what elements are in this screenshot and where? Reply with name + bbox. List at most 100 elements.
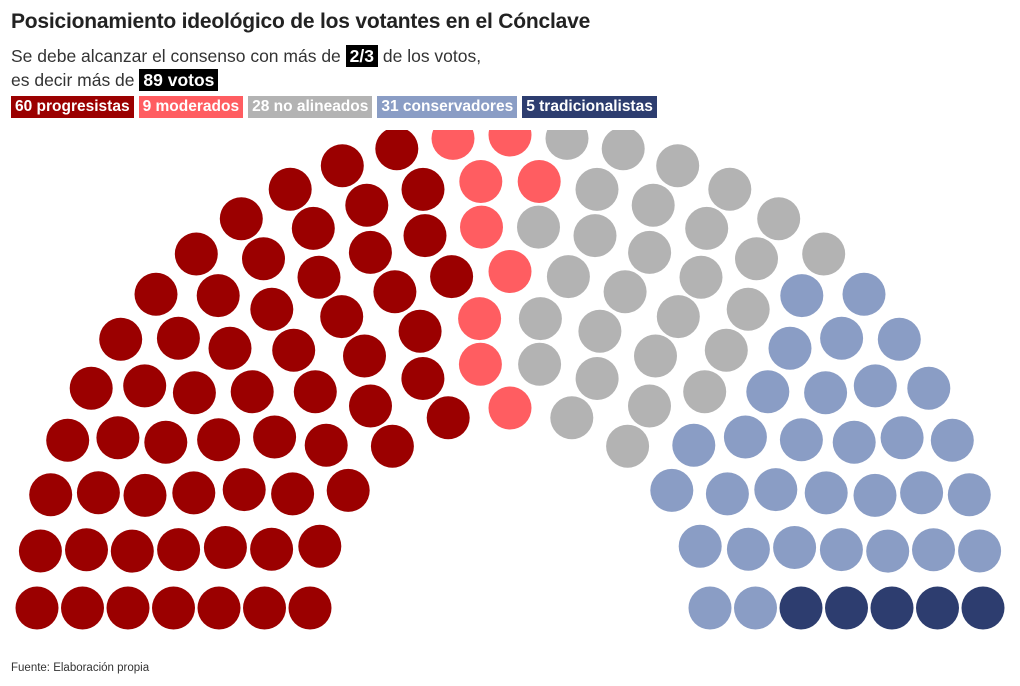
- seat-moderados: [431, 130, 475, 160]
- seat-conservadores: [947, 473, 991, 517]
- seat-progresistas: [76, 471, 120, 515]
- seat-no-alineados: [517, 205, 560, 249]
- seat-conservadores: [804, 371, 848, 415]
- chart-title: Posicionamiento ideológico de los votant…: [11, 10, 591, 33]
- seat-progresistas: [172, 471, 216, 515]
- seat-moderados: [517, 160, 561, 203]
- seat-progresistas: [96, 416, 140, 460]
- source-note: Fuente: Elaboración propia: [11, 662, 150, 674]
- seat-conservadores: [705, 472, 749, 516]
- seat-no-alineados: [757, 197, 801, 241]
- subtitle-text: Se debe alcanzar el consenso con más de: [11, 46, 341, 66]
- seat-progresistas: [196, 274, 240, 318]
- seat-progresistas: [401, 357, 445, 400]
- seat-no-alineados: [601, 130, 645, 171]
- seat-progresistas: [106, 586, 150, 630]
- seat-no-alineados: [578, 309, 622, 353]
- seat-progresistas: [123, 364, 167, 408]
- seat-progresistas: [401, 167, 445, 211]
- seat-no-alineados: [545, 130, 589, 160]
- seat-progresistas: [373, 270, 417, 314]
- seat-no-alineados: [685, 206, 729, 250]
- seat-progresistas: [243, 586, 286, 630]
- seat-conservadores: [819, 528, 863, 572]
- seat-progresistas: [398, 309, 442, 353]
- threshold-votes-badge: 89 votos: [139, 69, 219, 91]
- seat-conservadores: [832, 420, 876, 464]
- seat-conservadores: [723, 415, 767, 459]
- legend-item-moderados: 9 moderados: [138, 96, 244, 118]
- seat-conservadores: [672, 423, 716, 467]
- subtitle-text: de los votos,: [382, 46, 482, 66]
- seat-moderados: [488, 386, 532, 430]
- seat-no-alineados: [631, 183, 675, 227]
- seat-conservadores: [958, 529, 1002, 573]
- seat-no-alineados: [606, 424, 650, 468]
- seat-tradicionalistas: [916, 586, 959, 630]
- seat-moderados: [459, 160, 503, 203]
- seat-conservadores: [853, 364, 897, 408]
- seat-progresistas: [326, 468, 370, 512]
- seat-progresistas: [18, 529, 62, 573]
- seat-moderados: [488, 250, 532, 293]
- seat-progresistas: [293, 370, 337, 414]
- seat-no-alineados: [603, 270, 647, 314]
- seat-conservadores: [678, 524, 722, 568]
- seat-progresistas: [29, 473, 73, 517]
- seat-progresistas: [144, 420, 188, 464]
- seat-conservadores: [726, 527, 770, 571]
- seat-progresistas: [430, 255, 474, 299]
- seat-conservadores: [880, 416, 924, 460]
- seat-conservadores: [853, 473, 897, 517]
- seat-progresistas: [172, 371, 216, 415]
- parliament-chart: [15, 130, 1005, 630]
- seat-progresistas: [222, 468, 266, 512]
- seat-progresistas: [46, 418, 90, 462]
- seat-no-alineados: [550, 396, 594, 440]
- seat-no-alineados: [708, 167, 752, 211]
- seat-conservadores: [804, 471, 848, 515]
- seat-conservadores: [688, 586, 732, 630]
- seat-progresistas: [174, 232, 218, 276]
- seat-progresistas: [345, 183, 389, 227]
- subtitle-line-2: es decir más de 89 votos: [11, 68, 219, 92]
- seat-conservadores: [779, 418, 823, 462]
- seat-conservadores: [930, 418, 974, 462]
- subtitle-text: es decir más de: [11, 70, 135, 90]
- seat-progresistas: [288, 586, 332, 630]
- legend-item-conservadores: 31 conservadores: [377, 96, 518, 118]
- seat-progresistas: [69, 366, 113, 410]
- seat-no-alineados: [573, 214, 617, 258]
- seat-no-alineados: [634, 334, 677, 378]
- seat-progresistas: [297, 255, 341, 299]
- seat-progresistas: [61, 586, 104, 630]
- seat-progresistas: [272, 328, 316, 372]
- seat-progresistas: [320, 295, 364, 339]
- seat-progresistas: [348, 230, 392, 274]
- seat-progresistas: [123, 473, 167, 517]
- seat-progresistas: [253, 415, 297, 459]
- seat-no-alineados: [656, 144, 700, 188]
- seat-no-alineados: [735, 237, 778, 281]
- seat-conservadores: [734, 586, 777, 630]
- seat-no-alineados: [546, 255, 590, 299]
- seat-progresistas: [250, 287, 294, 331]
- threshold-fraction-badge: 2/3: [345, 45, 378, 67]
- seat-conservadores: [754, 468, 798, 512]
- seat-no-alineados: [679, 255, 723, 299]
- seat-conservadores: [907, 366, 951, 410]
- seat-no-alineados: [628, 384, 671, 428]
- seat-progresistas: [203, 526, 247, 569]
- seat-progresistas: [271, 472, 315, 516]
- seat-progresistas: [268, 167, 312, 211]
- seat-no-alineados: [628, 230, 672, 274]
- seat-no-alineados: [518, 342, 562, 386]
- seat-progresistas: [304, 423, 348, 467]
- seat-no-alineados: [575, 357, 619, 400]
- legend-item-no-alineados: 28 no alineados: [248, 96, 373, 118]
- seat-moderados: [488, 130, 532, 157]
- seat-progresistas: [230, 370, 274, 414]
- seat-progresistas: [242, 237, 285, 281]
- subtitle-line-1: Se debe alcanzar el consenso con más de …: [11, 44, 481, 68]
- legend: 60 progresistas 9 moderados 28 no alineado…: [11, 96, 657, 118]
